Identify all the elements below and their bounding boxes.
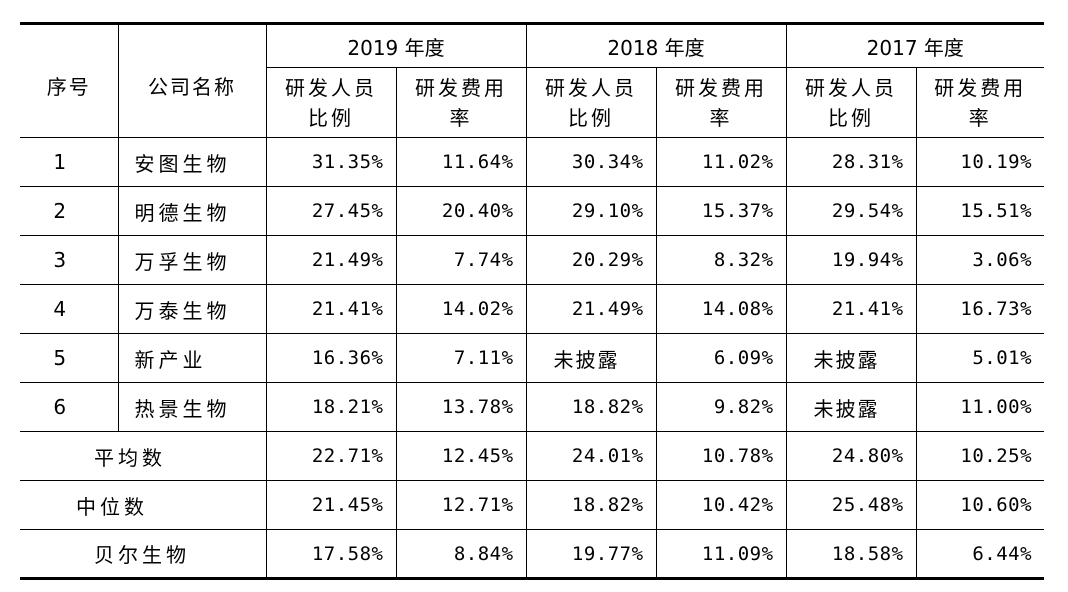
header-rd-staff-ratio: 研发人员 比例 (266, 67, 397, 138)
cell-value: 6.44% (915, 529, 1045, 579)
cell-value: 20.29% (525, 235, 657, 285)
cell-value: 12.71% (395, 480, 527, 530)
cell-value: 15.37% (655, 186, 787, 236)
row-company-name: 万泰生物 (117, 284, 267, 334)
cell-value: 10.78% (655, 431, 787, 481)
rd-comparison-table-container: 序号 公司名称 2019 年度 2018 年度 2017 年度 研发人员 比例 研… (20, 22, 1045, 580)
cell-value-undisclosed: 未披露 (525, 333, 657, 383)
cell-value: 18.21% (265, 382, 397, 432)
summary-row-median: 中位数 21.45% 12.71% 18.82% 10.42% 25.48% 1… (20, 480, 1045, 530)
cell-value: 9.82% (655, 382, 787, 432)
cell-value: 3.06% (915, 235, 1045, 285)
cell-value: 31.35% (265, 137, 397, 187)
summary-label: 贝尔生物 (20, 529, 267, 579)
cell-value: 24.80% (785, 431, 917, 481)
row-seq: 4 (20, 284, 119, 334)
cell-value: 27.45% (265, 186, 397, 236)
cell-value: 14.02% (395, 284, 527, 334)
row-company-name: 新产业 (117, 333, 267, 383)
cell-value: 10.25% (915, 431, 1045, 481)
row-seq: 1 (20, 137, 119, 187)
cell-value: 19.77% (525, 529, 657, 579)
row-seq: 6 (20, 382, 119, 432)
cell-value: 21.49% (525, 284, 657, 334)
cell-value: 18.82% (525, 382, 657, 432)
cell-value: 18.82% (525, 480, 657, 530)
row-company-name: 热景生物 (117, 382, 267, 432)
row-company-name: 万孚生物 (117, 235, 267, 285)
cell-value: 22.71% (265, 431, 397, 481)
row-company-name: 明德生物 (117, 186, 267, 236)
row-seq: 3 (20, 235, 119, 285)
summary-label: 中位数 (20, 480, 267, 530)
header-year-2019: 2019 年度 (265, 23, 527, 68)
cell-value: 8.84% (395, 529, 527, 579)
cell-value: 29.54% (785, 186, 917, 236)
summary-row-average: 平均数 22.71% 12.45% 24.01% 10.78% 24.80% 1… (20, 431, 1045, 481)
cell-value-undisclosed: 未披露 (785, 333, 917, 383)
header-year-2018: 2018 年度 (525, 23, 787, 68)
cell-value: 15.51% (915, 186, 1045, 236)
cell-value: 11.09% (655, 529, 787, 579)
header-seq: 序号 (20, 23, 119, 138)
cell-value: 21.41% (785, 284, 917, 334)
cell-value: 6.09% (655, 333, 787, 383)
row-seq: 2 (20, 186, 119, 236)
table-row: 2 明德生物 27.45% 20.40% 29.10% 15.37% 29.54… (20, 186, 1045, 236)
cell-value: 25.48% (785, 480, 917, 530)
header-year-2017: 2017 年度 (785, 23, 1045, 68)
cell-value: 8.32% (655, 235, 787, 285)
cell-value: 13.78% (395, 382, 527, 432)
cell-value: 21.41% (265, 284, 397, 334)
cell-value: 24.01% (525, 431, 657, 481)
cell-value: 18.58% (785, 529, 917, 579)
cell-value: 21.45% (265, 480, 397, 530)
cell-value: 11.02% (655, 137, 787, 187)
cell-value: 20.40% (395, 186, 527, 236)
cell-value-undisclosed: 未披露 (785, 382, 917, 432)
header-rd-staff-ratio: 研发人员 比例 (525, 67, 657, 138)
cell-value: 16.36% (265, 333, 397, 383)
cell-value: 7.11% (395, 333, 527, 383)
table-row: 3 万孚生物 21.49% 7.74% 20.29% 8.32% 19.94% … (20, 235, 1045, 285)
cell-value: 19.94% (785, 235, 917, 285)
row-seq: 5 (20, 333, 119, 383)
header-rd-staff-ratio: 研发人员 比例 (785, 67, 917, 138)
cell-value: 16.73% (915, 284, 1045, 334)
table-row: 1 安图生物 31.35% 11.64% 30.34% 11.02% 28.31… (20, 137, 1045, 187)
summary-label: 平均数 (20, 431, 267, 481)
row-company-name: 安图生物 (117, 137, 267, 187)
header-rd-expense-rate: 研发费用率 (395, 67, 527, 138)
header-rd-expense-rate: 研发费用率 (915, 67, 1045, 138)
cell-value: 28.31% (785, 137, 917, 187)
summary-row-company: 贝尔生物 17.58% 8.84% 19.77% 11.09% 18.58% 6… (20, 529, 1045, 579)
cell-value: 21.49% (265, 235, 397, 285)
cell-value: 30.34% (525, 137, 657, 187)
header-company: 公司名称 (117, 23, 267, 138)
cell-value: 10.19% (915, 137, 1045, 187)
cell-value: 14.08% (655, 284, 787, 334)
cell-value: 10.60% (915, 480, 1045, 530)
header-rd-expense-rate: 研发费用率 (655, 67, 787, 138)
cell-value: 29.10% (525, 186, 657, 236)
cell-value: 10.42% (655, 480, 787, 530)
cell-value: 11.64% (395, 137, 527, 187)
cell-value: 12.45% (395, 431, 527, 481)
table-row: 5 新产业 16.36% 7.11% 未披露 6.09% 未披露 5.01% (20, 333, 1045, 383)
table-row: 6 热景生物 18.21% 13.78% 18.82% 9.82% 未披露 11… (20, 382, 1045, 432)
table-row: 4 万泰生物 21.41% 14.02% 21.49% 14.08% 21.41… (20, 284, 1045, 334)
cell-value: 5.01% (915, 333, 1045, 383)
cell-value: 7.74% (395, 235, 527, 285)
cell-value: 17.58% (265, 529, 397, 579)
cell-value: 11.00% (915, 382, 1045, 432)
rd-comparison-table: 序号 公司名称 2019 年度 2018 年度 2017 年度 研发人员 比例 研… (20, 22, 1045, 580)
